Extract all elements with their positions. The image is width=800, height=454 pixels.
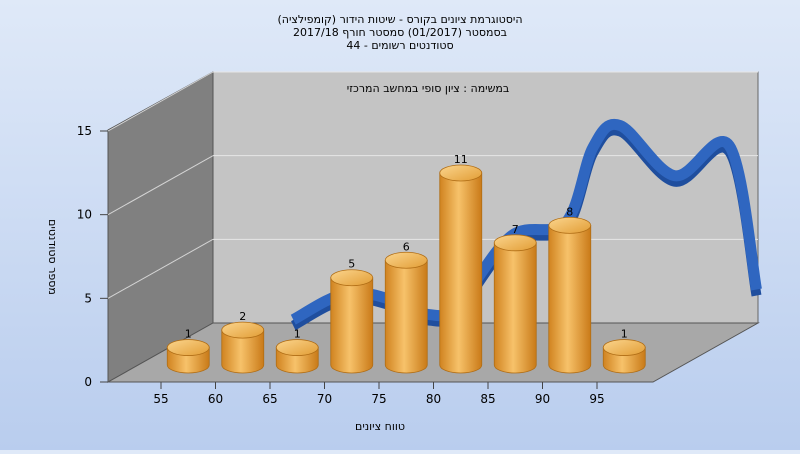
- bar-value-label: 6: [403, 240, 410, 253]
- bar-body: [330, 277, 374, 374]
- chart-title: היסטוגרמת ציונים בקורס - שיטות הידור (קו…: [277, 13, 522, 52]
- bar-value-label: 2: [239, 310, 246, 323]
- bar-cap: [275, 339, 319, 356]
- bar-value-label: 1: [294, 328, 301, 341]
- bar: [166, 339, 210, 374]
- x-tick-label: 95: [589, 392, 604, 406]
- x-tick-labels: 55 60 65 70 75 80 85 90 95: [153, 382, 605, 406]
- bar-body: [548, 224, 592, 374]
- x-tick-label: 90: [535, 392, 550, 406]
- y-tick-labels: 0 5 10 15: [77, 124, 108, 389]
- bar: [548, 216, 592, 374]
- x-tick-label: 75: [371, 392, 386, 406]
- y-tick-label: 15: [77, 124, 92, 138]
- x-tick-label: 55: [153, 392, 168, 406]
- bar-cap: [330, 269, 374, 287]
- bar-body: [221, 329, 265, 374]
- x-tick-label: 65: [262, 392, 277, 406]
- bar-value-label: 1: [621, 328, 628, 341]
- y-tick-label: 0: [84, 375, 92, 389]
- gridline-side: [107, 238, 214, 299]
- bar: [439, 164, 483, 374]
- back-wall: [212, 71, 759, 324]
- x-tick-label: 80: [426, 392, 441, 406]
- x-tick-label: 70: [317, 392, 332, 406]
- bar-body: [493, 242, 537, 374]
- bar-cap: [166, 339, 210, 356]
- bars: [166, 164, 646, 374]
- chart-title-line-1: היסטוגרמת ציונים בקורס - שיטות הידור (קו…: [277, 13, 522, 26]
- bar-value-labels: 1 2 1 5 6 11 7 8 1: [185, 153, 628, 341]
- y-tick-label: 10: [77, 208, 92, 222]
- bar-body: [384, 259, 428, 374]
- chart-title-line-3: סטודנטים רשומים - 44: [346, 39, 453, 52]
- gridline-side: [107, 155, 214, 216]
- bar: [602, 339, 646, 374]
- gridlines: [107, 71, 758, 299]
- x-axis-label: טווח ציונים: [355, 420, 405, 433]
- gridline-side: [107, 71, 214, 132]
- bar: [275, 339, 319, 374]
- bar: [330, 269, 374, 374]
- bar-value-label: 8: [566, 205, 573, 218]
- bar-body: [439, 172, 483, 374]
- y-axis-label: מספר סטודנטים: [46, 219, 59, 295]
- bar: [493, 234, 537, 374]
- bar: [384, 251, 428, 374]
- bar-value-label: 11: [454, 153, 468, 166]
- bar-cap: [602, 339, 646, 356]
- bar-cap: [384, 251, 428, 269]
- bar-cap: [493, 234, 537, 252]
- chart-title-line-2: בסמסטר (01/2017) סמסטר חורף 2017/18: [293, 26, 507, 39]
- bar-cap: [548, 216, 592, 234]
- x-tick-label: 85: [480, 392, 495, 406]
- bar-cap: [439, 164, 483, 182]
- bar-value-label: 7: [512, 223, 519, 236]
- x-tick-label: 60: [208, 392, 223, 406]
- chart-subtitle: במשימה : ציון סופי במחשב המרכזי: [347, 82, 510, 95]
- bar-value-label: 5: [348, 258, 355, 271]
- bar: [221, 321, 265, 374]
- bar-cap: [221, 321, 265, 339]
- bar-value-label: 1: [185, 328, 192, 341]
- y-tick-label: 5: [84, 291, 92, 305]
